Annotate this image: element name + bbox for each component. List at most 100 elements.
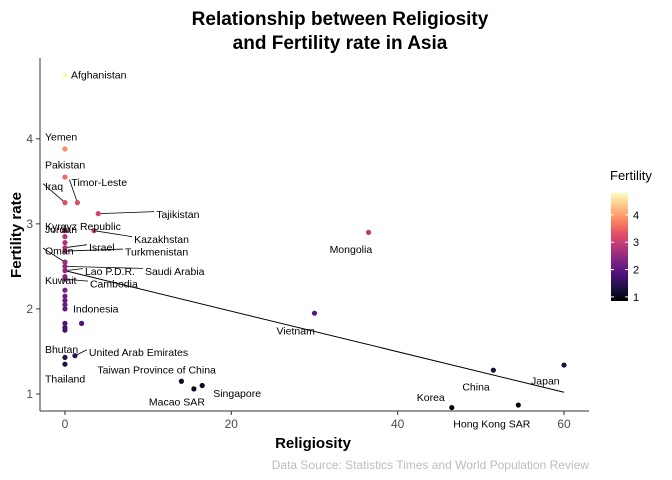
plot-area: 0 20 40 60 1 2 3 4 Afghanistan Yemen Pakistan Ira… (26, 58, 589, 431)
x-axis-title: Religiosity (275, 435, 352, 452)
point-unlabeled (62, 327, 68, 333)
point-label: Turkmenistan (125, 247, 188, 259)
chart-title-line-1: Relationship between Religiosity (192, 9, 489, 30)
x-axis-ticks: 0 20 40 60 (62, 411, 571, 431)
leader-line (64, 278, 88, 282)
color-legend: Fertility 1 2 3 4 (610, 168, 652, 304)
point-hong-kong-sar (515, 402, 521, 408)
point-label: Mongolia (330, 244, 373, 256)
point-thailand (62, 361, 68, 367)
point-indonesia (62, 306, 68, 312)
point-label: Indonesia (73, 303, 119, 315)
point-taiwan-province-of-china (178, 378, 185, 384)
y-axis-ticks: 1 2 3 4 (26, 132, 40, 401)
y-tick-label: 1 (26, 387, 33, 401)
point-pakistan (62, 174, 68, 180)
point-label: Israel (89, 242, 115, 254)
point-label: Bhutan (45, 344, 78, 356)
point-turkmenistan (62, 248, 68, 254)
point-oman (62, 259, 68, 265)
point-timor-leste (74, 200, 81, 206)
x-tick-label: 20 (225, 417, 239, 431)
point-tajikistan (95, 211, 101, 217)
leader-line (42, 247, 66, 263)
x-tick-label: 40 (391, 417, 405, 431)
point-label: Macao SAR (149, 396, 205, 408)
point-mongolia (365, 229, 372, 235)
leader-line (64, 244, 88, 249)
legend-tick-label: 3 (633, 237, 639, 249)
point-jordan (62, 234, 68, 240)
point-kyrgyz-republic (62, 228, 68, 234)
point-label: Korea (417, 392, 445, 404)
point-label: United Arab Emirates (89, 347, 188, 359)
point-label: Taiwan Province of China (97, 365, 216, 377)
point-label: Kyrgyz Republic (45, 221, 121, 233)
leader-line (64, 268, 83, 272)
point-afghanistan (62, 72, 68, 78)
point-iraq (62, 200, 68, 206)
leader-line (42, 183, 66, 203)
legend-tick-label: 2 (633, 265, 639, 277)
point-label: Japan (531, 376, 560, 388)
y-tick-label: 4 (26, 132, 33, 146)
leader-line (98, 211, 155, 215)
point-saudi-arabia (62, 263, 68, 269)
x-tick-label: 0 (62, 417, 69, 431)
point-japan (561, 362, 567, 368)
point-unlabeled (62, 287, 68, 293)
point-yemen (62, 146, 68, 152)
point-label: Lao P.D.R. (85, 266, 135, 278)
point-label: Vietnam (277, 326, 316, 338)
point-label: Pakistan (45, 160, 85, 172)
data-source-caption: Data Source: Statistics Times and World … (272, 458, 590, 472)
point-unlabeled (62, 302, 68, 308)
data-points (62, 72, 567, 411)
point-korea (449, 404, 455, 411)
point-kazakhstan (91, 228, 97, 234)
point-label: Thailand (45, 374, 85, 386)
legend-tick-label: 1 (633, 292, 639, 304)
x-tick-label: 60 (557, 417, 571, 431)
point-label: Kuwait (45, 275, 77, 287)
point-unlabeled (62, 297, 68, 304)
point-label: Timor-Leste (71, 177, 127, 189)
point-china (490, 367, 496, 373)
point-label: Hong Kong SAR (453, 419, 530, 431)
point-unlabeled (62, 293, 68, 299)
trend-line (64, 270, 565, 393)
leader-line (69, 179, 78, 203)
legend-color-bar (611, 193, 628, 301)
leader-line (94, 230, 133, 238)
point-label: Cambodia (90, 279, 138, 291)
legend-tick-label: 4 (633, 210, 639, 222)
y-tick-label: 2 (26, 302, 33, 316)
point-label: Singapore (213, 388, 261, 400)
chart-title-line-2: and Fertility rate in Asia (233, 33, 448, 54)
point-labels: Afghanistan Yemen Pakistan Iraq Timor-Leste T… (45, 70, 560, 431)
point-unlabeled (78, 320, 85, 326)
point-bhutan (62, 354, 68, 361)
point-macao-sar (191, 386, 197, 392)
y-axis-title: Fertility rate (8, 192, 25, 278)
point-unlabeled (62, 239, 68, 246)
point-label: Saudi Arabia (145, 266, 205, 278)
point-unlabeled (62, 320, 68, 326)
point-label: Oman (45, 246, 74, 258)
point-label: Kazakhstan (134, 234, 189, 246)
y-tick-label: 3 (26, 217, 33, 231)
point-lao-p-d-r (62, 268, 68, 274)
point-label: China (462, 382, 490, 394)
leader-line (64, 265, 143, 269)
label-leader-lines (42, 179, 155, 357)
point-label: Iraq (45, 181, 63, 193)
point-label: Afghanistan (71, 70, 127, 82)
point-label: Tajikistan (156, 209, 199, 221)
legend-title: Fertility (610, 168, 652, 183)
legend-ticks: 1 2 3 4 (611, 210, 639, 304)
point-cambodia (62, 276, 68, 282)
point-vietnam (311, 310, 318, 316)
point-united-arab-emirates (72, 353, 78, 359)
point-label: Jordan (45, 224, 77, 236)
